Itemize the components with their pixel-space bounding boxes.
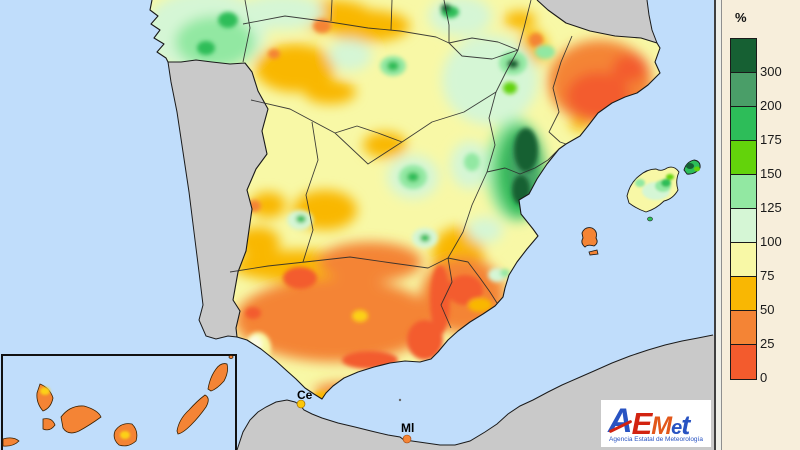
legend-tick-label: 150 — [760, 166, 782, 181]
spain-outline — [149, 0, 661, 400]
legend-unit-label: % — [735, 10, 747, 25]
lanzarote-island — [207, 363, 228, 392]
portugal-region — [168, 60, 268, 339]
canary-islands-inset — [1, 354, 237, 450]
legend-tick-label: 200 — [760, 98, 782, 113]
alboran-island — [398, 398, 402, 402]
legend-swatch — [731, 311, 756, 345]
legend-tick-label: 25 — [760, 336, 775, 351]
ceuta-dot — [296, 399, 306, 409]
cabrera-island — [647, 216, 653, 222]
africa-region — [237, 335, 714, 450]
legend-swatch — [731, 107, 756, 141]
legend-swatch — [731, 141, 756, 175]
fuerteventura-island — [176, 394, 209, 435]
legend-tick-label: 125 — [760, 200, 782, 215]
legend-color-scale — [730, 38, 757, 380]
africa-coast — [236, 334, 714, 450]
tenerife-island — [60, 405, 102, 434]
legend-panel: % 300 200 175 150 125 100 75 50 25 0 — [722, 0, 800, 450]
spain-precipitation-map: Ce Ml — [0, 0, 714, 450]
legend-swatch — [731, 345, 756, 379]
france-coast — [646, 0, 658, 44]
ceuta-label: Ce — [297, 388, 313, 402]
legend-tick-label: 175 — [760, 132, 782, 147]
portugal-coast — [167, 61, 238, 340]
balearic-islands — [581, 159, 701, 256]
legend-tick-label: 75 — [760, 268, 775, 283]
legend-swatch — [731, 277, 756, 311]
aemet-logo-subtitle: Agencia Estatal de Meteorología — [609, 436, 703, 443]
legend-tick-label: 50 — [760, 302, 775, 317]
map-legend-separator — [716, 0, 722, 450]
legend-tick-label: 100 — [760, 234, 782, 249]
legend-swatch — [731, 243, 756, 277]
legend-swatch — [731, 39, 756, 73]
logo-letter: M — [651, 411, 672, 440]
la-graciosa-islet — [228, 355, 234, 359]
france-region — [537, 0, 657, 43]
legend-tick-label: 0 — [760, 370, 768, 385]
formentera-island — [588, 249, 599, 256]
el-hierro-island — [2, 437, 20, 447]
melilla-label: Ml — [401, 421, 414, 435]
la-gomera-island — [42, 418, 56, 431]
logo-letter: t — [681, 409, 690, 440]
logo-letter: e — [671, 416, 682, 439]
legend-tick-label: 300 — [760, 64, 782, 79]
legend-swatch — [731, 73, 756, 107]
logo-letter: E — [631, 405, 653, 441]
ibiza-island — [581, 227, 598, 248]
region-borders — [229, 0, 573, 329]
legend-swatch — [731, 209, 756, 243]
melilla-dot — [402, 434, 412, 444]
legend-swatch — [731, 175, 756, 209]
